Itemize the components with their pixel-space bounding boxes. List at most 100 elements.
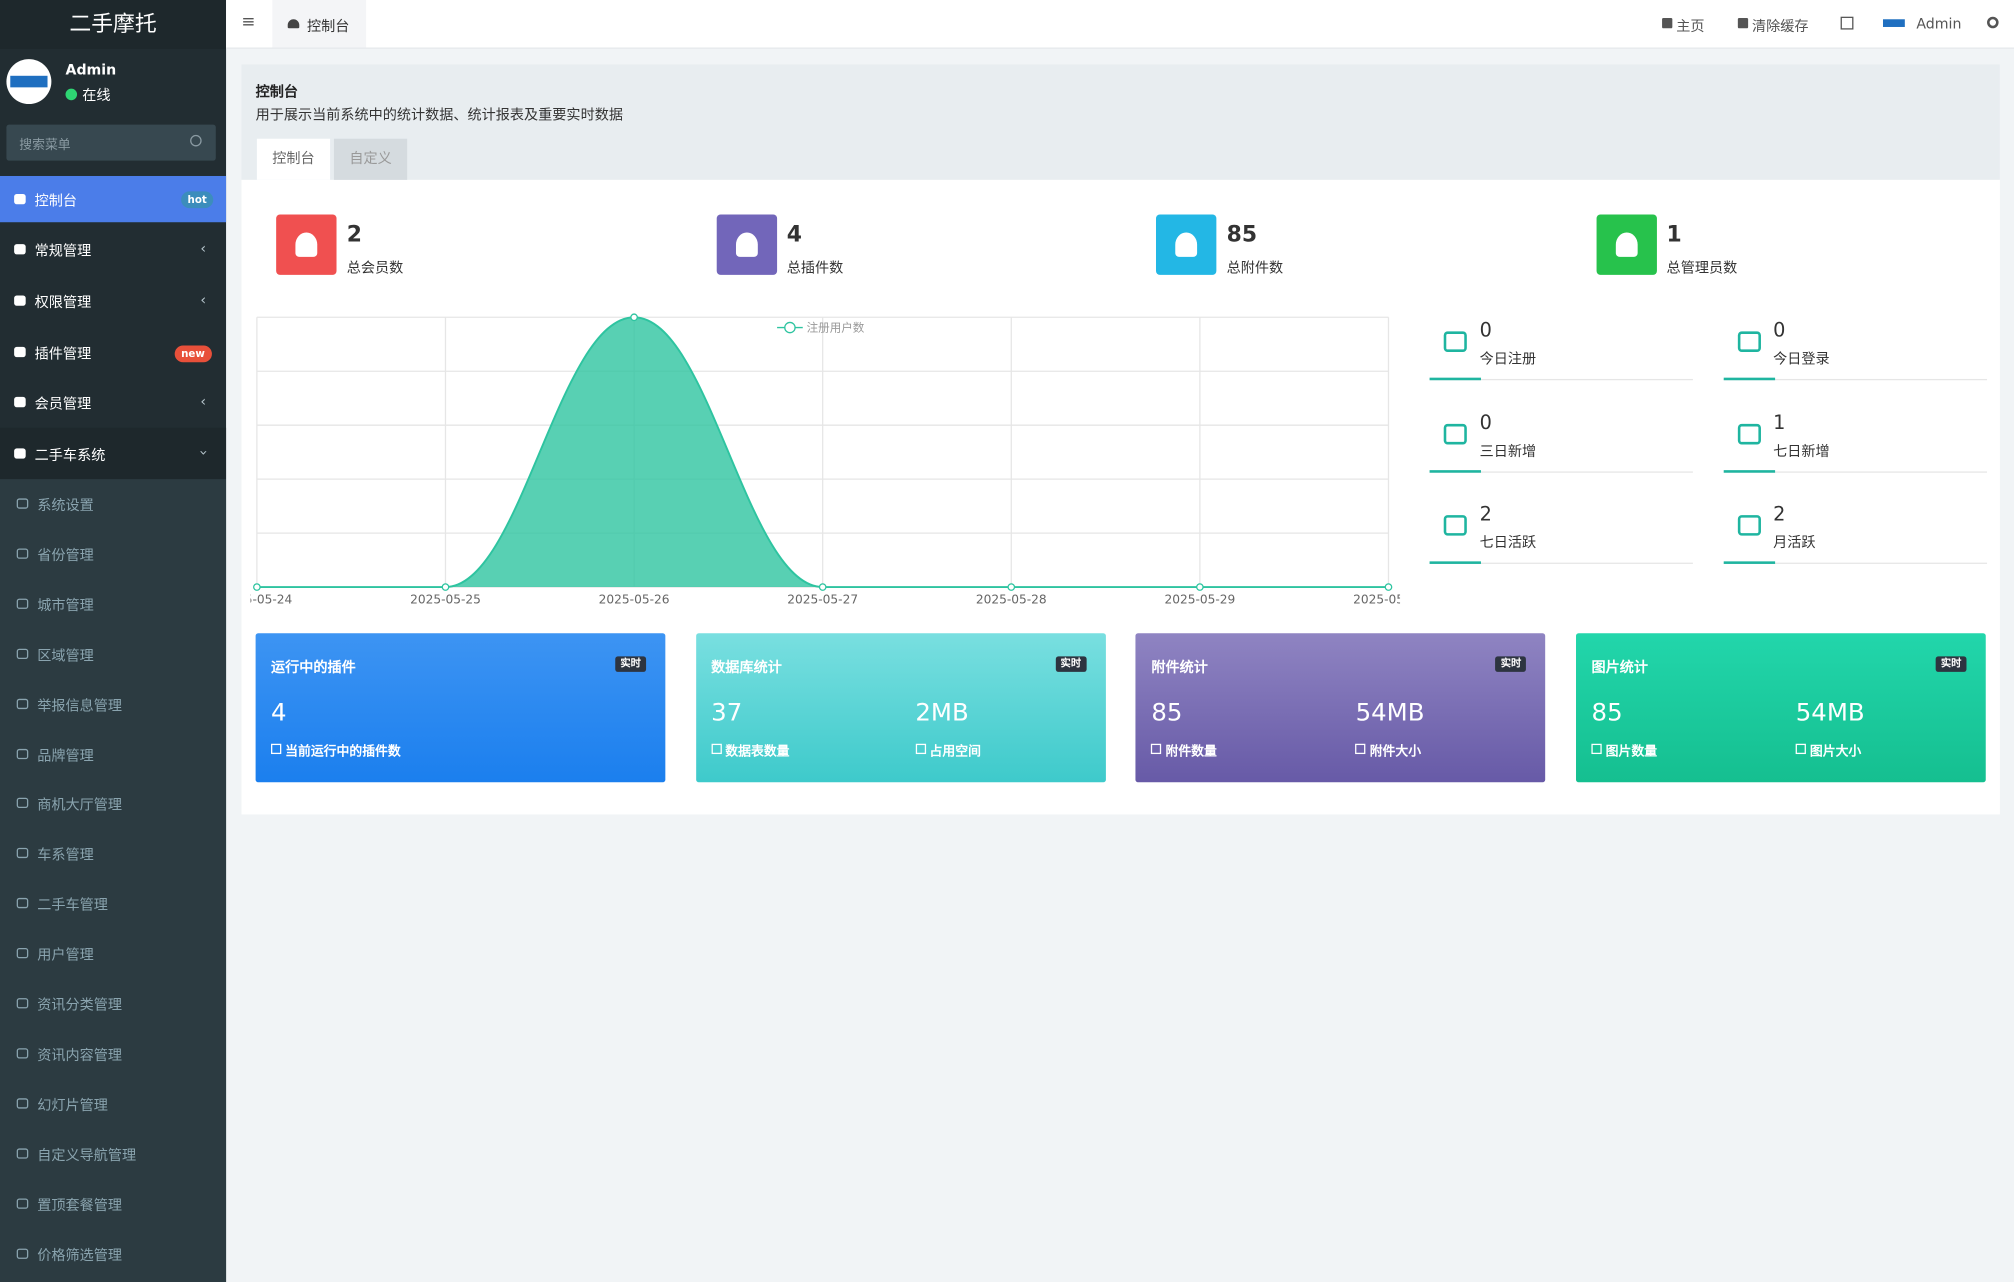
menu-icon [14,397,26,408]
stat-label: 总管理员数 [1666,259,1738,277]
menu-item[interactable]: 控制台 hot [0,175,227,223]
menu-item[interactable]: 会员管理 ‹ [0,377,226,428]
submenu-item[interactable]: 商机大厅管理 [0,789,226,820]
card-item-icon [1795,743,1807,755]
stat-value: 2 [346,222,363,248]
mini-accent [1723,377,1775,381]
card-label: 当前运行中的插件数 [285,745,401,760]
submenu-item[interactable]: 品牌管理 [0,739,226,770]
menu-item[interactable]: 插件管理 new [0,326,226,377]
chart: 注册用户数 2025-05-24 2025-05-25 2025-05-26 2025-… [250,313,1400,607]
menu-label: 插件管理 [34,345,92,362]
submenu-item[interactable]: 举报信息管理 [0,689,226,720]
mini-divider [1429,562,1693,564]
card-title: 数据库统计 [711,658,782,676]
submenu-item[interactable]: 二手车管理 [0,889,226,920]
stat-label: 总插件数 [786,259,844,277]
menu-label: 二手车系统 [34,447,106,464]
point [441,583,450,591]
submenu-item[interactable]: 省份管理 [0,539,226,570]
mini-value: 2 [1773,502,1786,526]
submenu-label: 二手车管理 [37,896,108,914]
mini-icon [1443,331,1467,352]
menu-toggle[interactable]: ≡ [241,12,256,33]
mini-label: 三日新增 [1479,442,1537,460]
x-tick-label: 2025-05-24 [250,593,292,607]
submenu-item[interactable]: 用户管理 [0,939,226,970]
submenu-item[interactable]: 资讯分类管理 [0,989,226,1020]
area [256,317,1389,588]
menu-item[interactable]: 常规管理 ‹ [0,224,226,275]
card-label: 数据表数量 [725,745,790,760]
mini-accent [1723,561,1775,564]
settings-icon[interactable] [1987,16,1999,29]
point [1384,583,1393,591]
card-value: 4 [271,698,287,728]
menu-icon [14,295,26,306]
submenu-icon [16,648,29,659]
submenu-item[interactable]: 城市管理 [0,589,226,620]
stat-glyph [295,232,318,257]
stat-glyph [1175,232,1198,257]
menu-item[interactable]: 权限管理 ‹ [0,275,226,326]
top-tab[interactable]: 控制台 [272,0,367,48]
menu-badge: hot [181,191,214,209]
mini-icon [1737,423,1761,444]
submenu-label: 资讯内容管理 [37,1046,123,1064]
content-header: 控制台 用于展示当前系统中的统计数据、统计报表及重要实时数据 控制台 自定义 [241,64,2000,180]
search-box[interactable]: 搜索菜单 [6,124,216,161]
x-tick-label: 2025-05-25 [410,593,481,607]
mini-accent [1723,469,1775,473]
card-item-icon [1151,743,1162,755]
point [1196,583,1204,591]
stat-glyph [1615,232,1638,257]
fullscreen-icon[interactable] [1840,16,1854,30]
submenu-item[interactable]: 置顶套餐管理 [0,1189,226,1220]
legend-label: 注册用户数 [807,320,865,334]
submenu-item[interactable]: 自定义导航管理 [0,1139,226,1170]
point [818,583,827,591]
submenu: 系统设置省份管理城市管理区域管理举报信息管理品牌管理商机大厅管理 车系管理二手车管… [0,479,227,1282]
mini-label: 七日活跃 [1479,534,1537,552]
point [253,583,261,591]
stat-icon [716,214,777,275]
top-user[interactable]: Admin [1916,15,1962,33]
submenu-label: 系统设置 [37,497,94,514]
submenu-item[interactable]: 系统设置 [0,489,226,520]
header-subtitle: 用于展示当前系统中的统计数据、统计报表及重要实时数据 [255,106,623,124]
header-tab[interactable]: 控制台 [256,138,331,180]
stat-value: 1 [1666,222,1682,248]
card-item-icon [1591,743,1602,755]
submenu-item[interactable]: 车系管理 [0,839,226,870]
header-tab[interactable]: 自定义 [333,138,408,180]
menu-item[interactable]: 二手车系统 ‹ [0,428,227,480]
submenu-item[interactable]: 价格筛选管理 [0,1239,226,1270]
mini-divider [1723,562,1987,564]
submenu-icon [16,948,29,959]
mini-label: 今日注册 [1479,350,1537,368]
mini-label: 月活跃 [1773,534,1816,552]
submenu-item[interactable]: 区域管理 [0,639,226,670]
submenu-item[interactable]: 资讯内容管理 [0,1039,226,1070]
avatar [6,59,52,105]
submenu-item[interactable]: 幻灯片管理 [0,1089,226,1120]
submenu-icon [16,548,29,559]
brand[interactable]: 二手摩托 [0,0,227,49]
top-link[interactable]: 主页 [1676,17,1705,35]
card-value: 37 [711,698,743,728]
topbar: ≡ 控制台 主页 清除缓存 Admin [226,0,2014,49]
submenu-label: 品牌管理 [37,746,94,764]
stat-icon [1155,214,1217,275]
menu-label: 控制台 [34,192,78,210]
submenu-label: 幻灯片管理 [37,1096,108,1114]
submenu-icon [16,1098,29,1109]
point [630,313,638,322]
top-link[interactable]: 清除缓存 [1751,17,1809,35]
menu-icon [14,448,26,459]
legend-marker [784,321,796,334]
mini-divider [1429,378,1693,381]
submenu-label: 自定义导航管理 [37,1146,137,1164]
card-value: 85 [1151,698,1183,728]
